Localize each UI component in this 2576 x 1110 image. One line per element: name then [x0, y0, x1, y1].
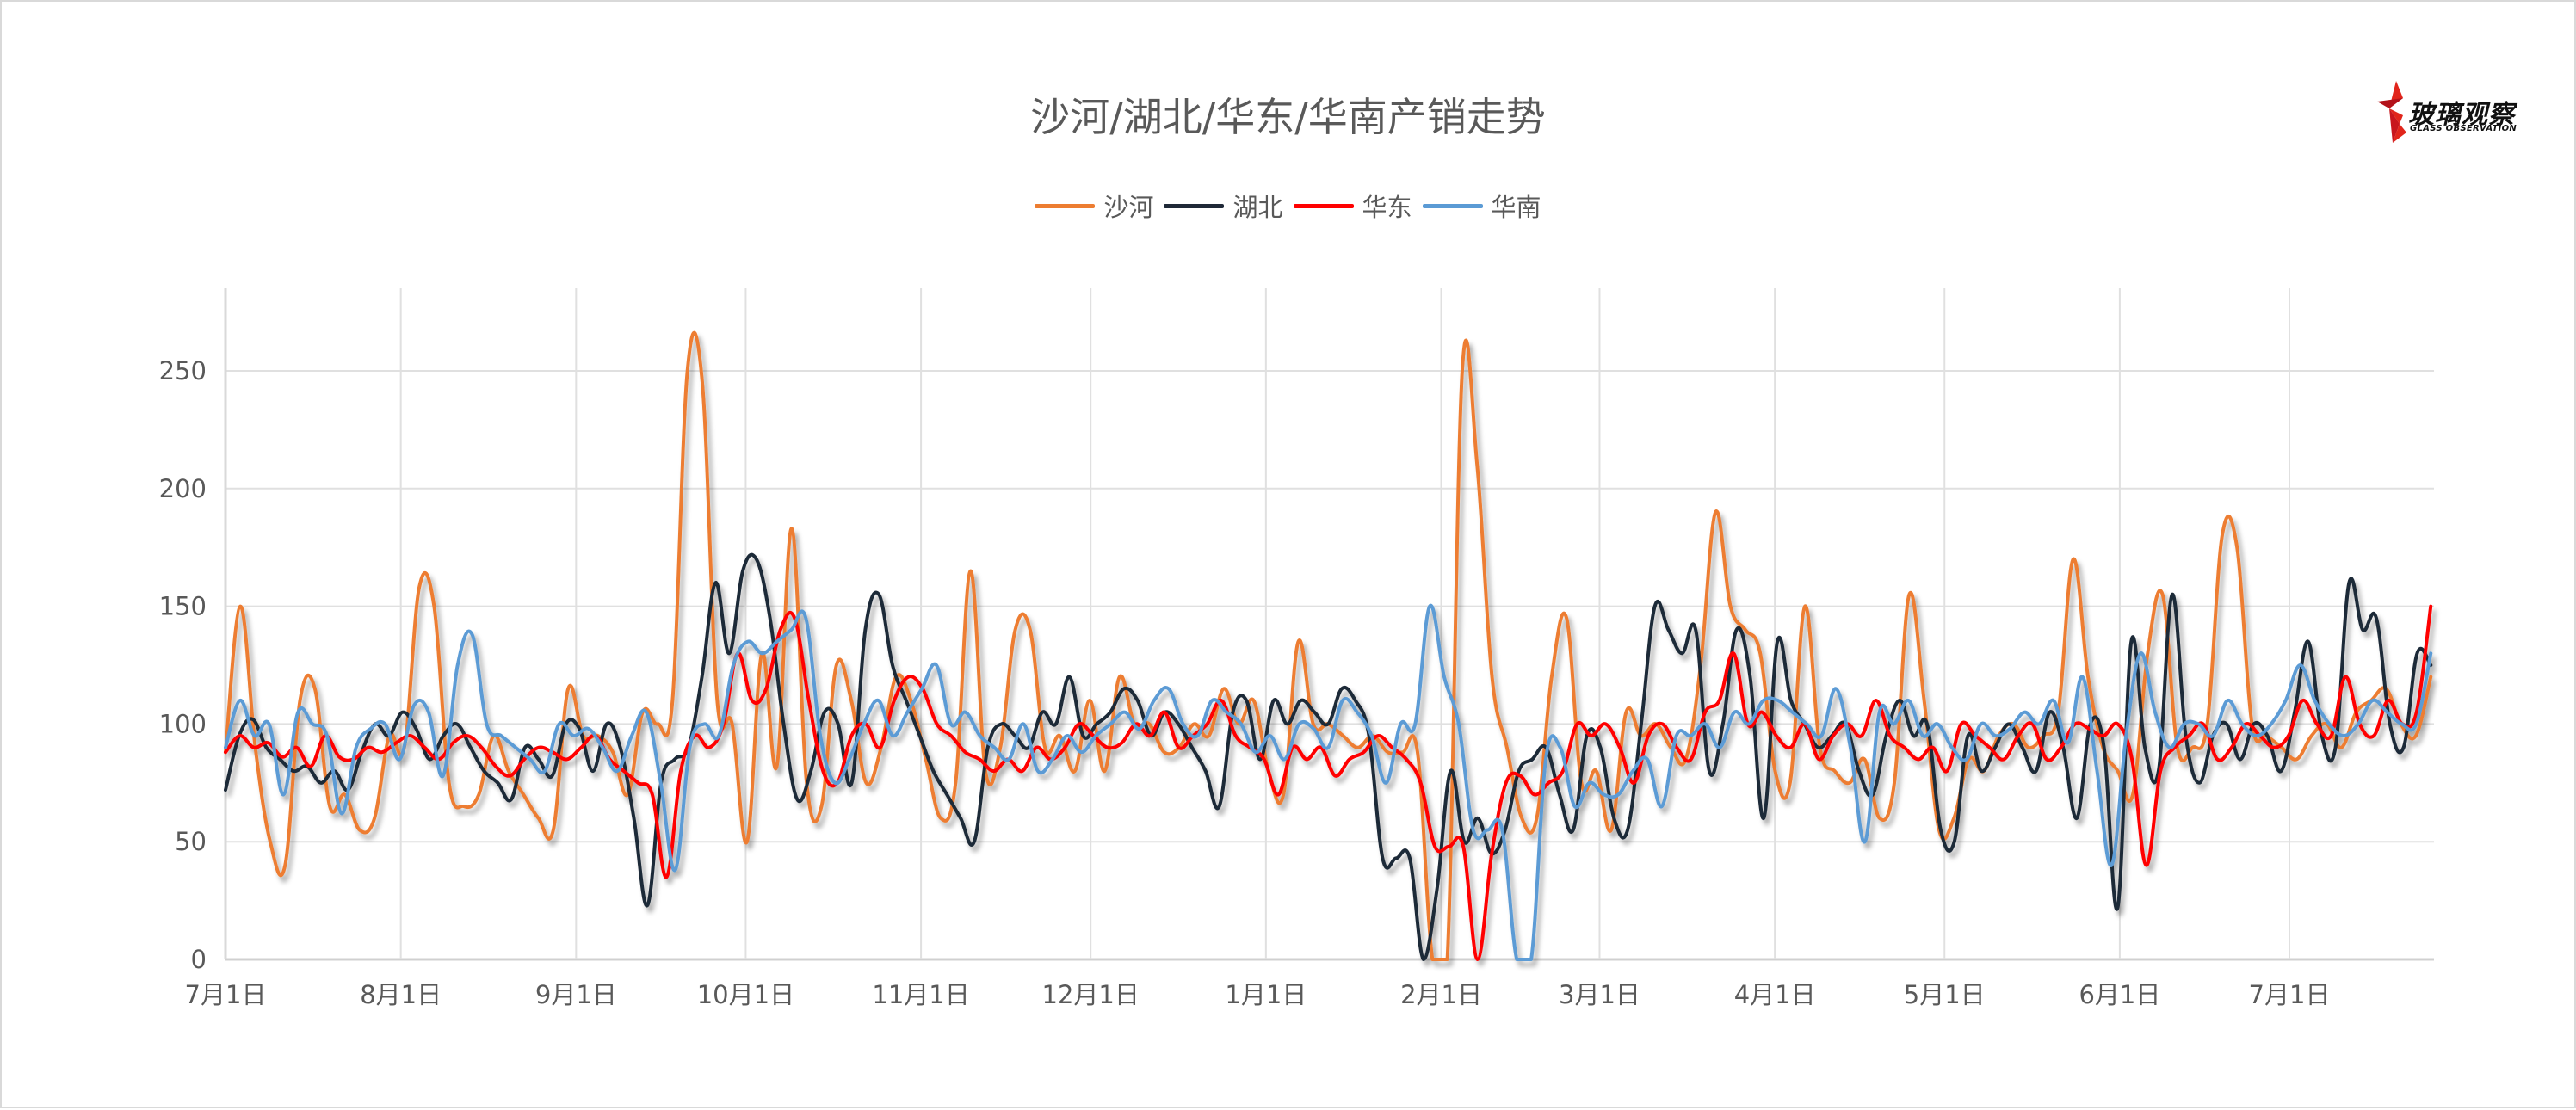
chart-title: 沙河/湖北/华东/华南产销走势: [1030, 94, 1546, 140]
x-tick-label: 8月1日: [360, 980, 442, 1009]
series-line-华南[interactable]: [224, 603, 2433, 961]
logo-text-en: GLASS OBSERVATION: [2410, 124, 2517, 133]
legend-swatch-line-icon: [1164, 203, 1225, 208]
glass-observation-logo: 玻璃观察 GLASS OBSERVATION: [2377, 79, 2523, 148]
legend-label: 沙河: [1103, 193, 1154, 222]
series-line-沙河[interactable]: [224, 330, 2433, 961]
x-tick-label: 2月1日: [1400, 980, 1482, 1009]
legend-label: 湖北: [1232, 193, 1283, 222]
x-tick-label: 10月1日: [697, 980, 794, 1009]
x-tick-label: 7月1日: [2249, 980, 2331, 1009]
x-tick-label: 3月1日: [1559, 980, 1640, 1009]
legend-swatch-line-icon: [1035, 203, 1096, 208]
x-tick-label: 7月1日: [185, 980, 267, 1009]
logo-text-cn: 玻璃观察: [2408, 100, 2515, 130]
y-tick-label: 250: [159, 356, 207, 385]
legend-swatch-line-icon: [1293, 203, 1354, 208]
x-tick-label: 9月1日: [535, 980, 617, 1009]
x-tick-label: 1月1日: [1225, 980, 1307, 1009]
y-tick-label: 100: [159, 709, 207, 738]
x-tick-label: 4月1日: [1734, 980, 1816, 1009]
y-tick-label: 150: [159, 592, 207, 621]
legend-item-shahe[interactable]: 沙河: [1035, 188, 1153, 224]
chart-legend: 沙河 湖北 华东 华南: [0, 188, 2576, 224]
y-tick-label: 200: [159, 474, 207, 503]
legend-label: 华东: [1362, 193, 1412, 222]
y-tick-label: 50: [175, 827, 207, 856]
x-tick-label: 11月1日: [872, 980, 969, 1009]
legend-swatch-line-icon: [1422, 203, 1483, 208]
legend-item-huadong[interactable]: 华东: [1293, 188, 1412, 224]
x-tick-label: 12月1日: [1042, 980, 1140, 1009]
legend-label: 华南: [1491, 193, 1541, 222]
x-tick-label: 5月1日: [1904, 980, 1986, 1009]
series-group: [224, 330, 2433, 961]
red-star-logo-icon: [2377, 81, 2406, 143]
x-tick-label: 6月1日: [2079, 980, 2160, 1009]
series-line-湖北[interactable]: [224, 552, 2433, 961]
legend-item-hubei[interactable]: 湖北: [1164, 188, 1283, 224]
legend-item-huanan[interactable]: 华南: [1422, 188, 1541, 224]
y-tick-label: 0: [191, 945, 207, 974]
